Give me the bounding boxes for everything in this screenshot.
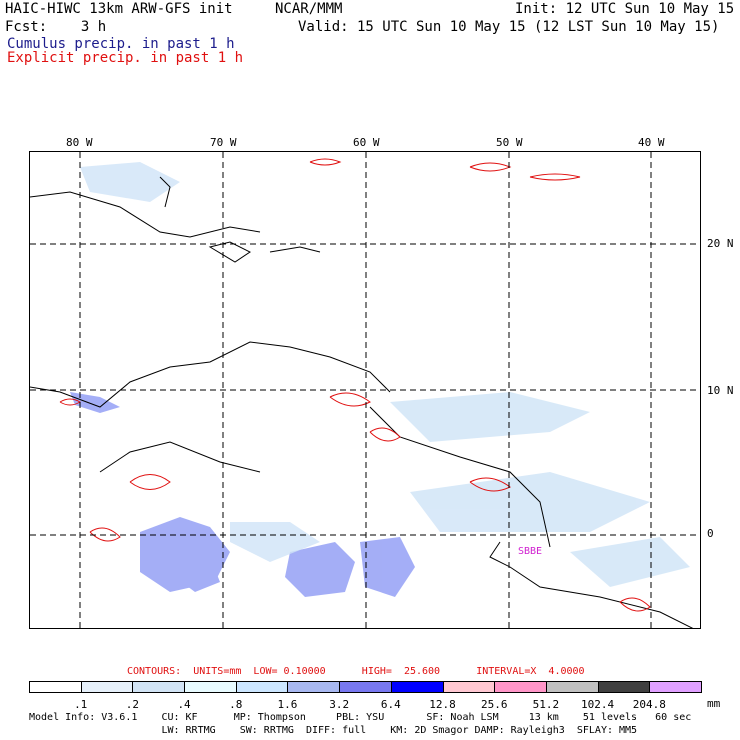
lon-label-60w: 60 W [353, 136, 380, 149]
forecast-hour: Fcst: 3 h [5, 19, 107, 35]
lon-label-80w: 80 W [66, 136, 93, 149]
colorbar-units: mm [707, 697, 721, 710]
lon-label-70w: 70 W [210, 136, 237, 149]
colorbar-label: .1 [74, 698, 88, 711]
contours-info: CONTOURS: UNITS=mm LOW= 0.10000 HIGH= 25… [127, 666, 585, 677]
colorbar-label: 1.6 [277, 698, 298, 711]
explicit-precip-contours [59, 158, 651, 612]
valid-time: Valid: 15 UTC Sun 10 May 15 (12 LST Sun … [298, 19, 720, 35]
lon-label-40w: 40 W [638, 136, 665, 149]
colorbar-label: 51.2 [532, 698, 560, 711]
colorbar-label: 3.2 [329, 698, 350, 711]
explicit-legend: Explicit precip. in past 1 h [7, 50, 244, 66]
lat-label-0: 0 [707, 527, 714, 540]
colorbar-segment [184, 681, 237, 693]
colorbar-label: 12.8 [429, 698, 456, 711]
colorbar-segment [80, 681, 134, 693]
colorbar-segment [235, 681, 289, 693]
colorbar-segment [287, 681, 341, 693]
colorbar-segment [494, 681, 547, 693]
colorbar-label: 204.8 [632, 698, 666, 711]
colorbar-segment [132, 681, 186, 693]
colorbar-segment [649, 681, 702, 693]
colorbar-label: .8 [229, 698, 243, 711]
lat-label-10n: 10 N [707, 384, 734, 397]
model-info-line1: Model Info: V3.6.1 CU: KF MP: Thompson P… [29, 712, 692, 723]
lat-label-20n: 20 N [707, 237, 734, 250]
institution-label: NCAR/MMM [275, 1, 343, 17]
lon-label-50w: 50 W [496, 136, 523, 149]
colorbar-label: .4 [177, 698, 191, 711]
colorbar-segment [390, 681, 444, 693]
model-info-line2: LW: RRTMG SW: RRTMG DIFF: full KM: 2D Sm… [29, 725, 638, 736]
colorbar-segment [29, 681, 82, 693]
init-time: Init: 12 UTC Sun 10 May 15 [515, 1, 735, 17]
light-precip-areas [80, 162, 690, 587]
colorbar-label: .2 [125, 698, 139, 711]
colorbar-segment [545, 681, 599, 693]
chart-title: HAIC-HIWC 13km ARW-GFS init [5, 1, 233, 17]
colorbar-segment [339, 681, 392, 693]
colorbar-segment [597, 681, 651, 693]
precip-map: SBBE [29, 151, 701, 629]
map-canvas [30, 152, 700, 628]
station-label-sbbe: SBBE [518, 546, 543, 557]
colorbar-segment [442, 681, 496, 693]
cumulus-legend: Cumulus precip. in past 1 h [7, 36, 235, 52]
colorbar-label: 25.6 [480, 698, 508, 711]
colorbar-label: 6.4 [380, 698, 401, 711]
graticule [30, 152, 700, 628]
cumulus-precip-areas [70, 392, 415, 597]
colorbar-label: 102.4 [581, 698, 615, 711]
